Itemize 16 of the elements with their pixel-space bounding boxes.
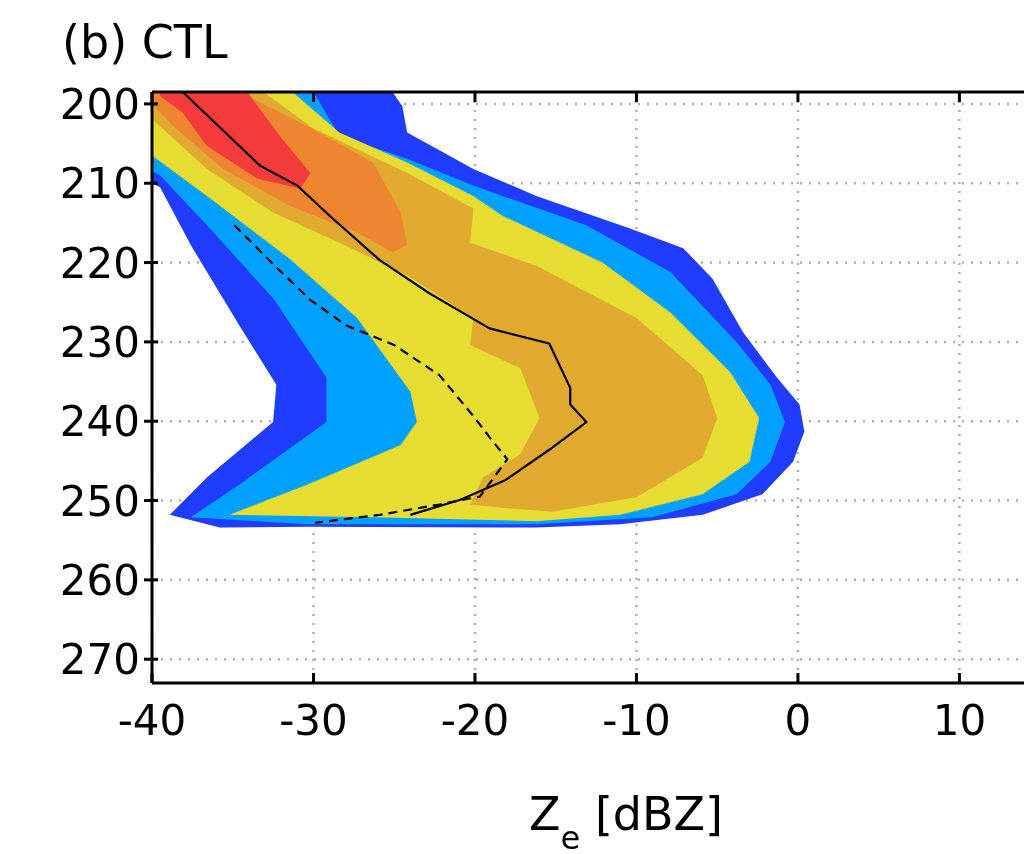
y-tick-label: 260 xyxy=(59,555,140,605)
y-tick-label: 240 xyxy=(59,397,140,447)
x-tick-label: -40 xyxy=(117,696,187,745)
y-tick-label: 270 xyxy=(59,635,140,685)
x-tick-label: 0 xyxy=(784,696,812,745)
x-tick-label: -30 xyxy=(279,696,348,745)
y-tick-label: 220 xyxy=(59,238,140,288)
y-tick-label: 230 xyxy=(59,318,140,368)
y-tick-label: 210 xyxy=(59,159,140,209)
x-tick-label: -10 xyxy=(602,696,671,745)
x-axis-title: Z$_{e}$ [dBZ] xyxy=(528,787,724,854)
x-tick-label: 10 xyxy=(932,696,987,745)
chart-title: (b) CTL xyxy=(62,15,228,69)
x-tick-label: -20 xyxy=(440,696,510,745)
y-tick-label: 250 xyxy=(59,476,140,526)
y-tick-label: 200 xyxy=(59,80,140,130)
